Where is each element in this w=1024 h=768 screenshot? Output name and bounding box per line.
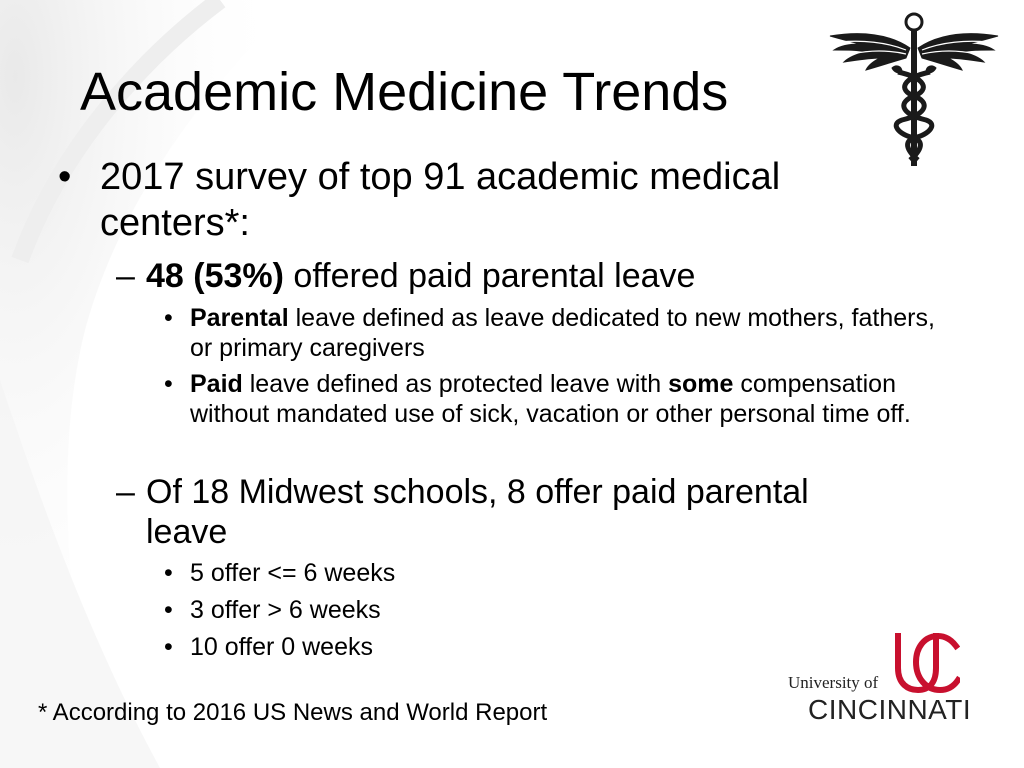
dash-marker: – — [116, 257, 135, 295]
definition-text: Parental leave defined as leave dedicate… — [190, 304, 935, 362]
stat-text: 3 offer > 6 weeks — [190, 596, 381, 624]
stat-gt-6-weeks: • 3 offer > 6 weeks — [164, 595, 944, 625]
bullet-marker: • — [164, 370, 173, 398]
subbullet-text: Of 18 Midwest schools, 8 offer paid pare… — [146, 473, 809, 551]
subbullet-midwest-schools: – Of 18 Midwest schools, 8 offer paid pa… — [116, 472, 886, 552]
footnote: * According to 2016 US News and World Re… — [38, 699, 548, 726]
subbullet-paid-leave-count: – 48 (53%) offered paid parental leave — [116, 256, 886, 296]
bold-count: 48 (53%) — [146, 257, 284, 295]
bullet-survey: • 2017 survey of top 91 academic medical… — [58, 154, 878, 246]
caduceus-icon — [829, 12, 999, 166]
dash-marker: – — [116, 473, 135, 511]
bullet-text: 2017 survey of top 91 academic medical c… — [100, 156, 781, 244]
bullet-marker: • — [164, 633, 173, 661]
stat-text: 5 offer <= 6 weeks — [190, 559, 396, 587]
stat-le-6-weeks: • 5 offer <= 6 weeks — [164, 558, 944, 588]
stat-text: 10 offer 0 weeks — [190, 633, 373, 661]
bullet-marker: • — [164, 596, 173, 624]
slide-title: Academic Medicine Trends — [80, 62, 729, 122]
definition-text: Paid leave defined as protected leave wi… — [190, 370, 911, 428]
subbullet-text: 48 (53%) offered paid parental leave — [146, 257, 696, 295]
logo-university-of: University of — [788, 673, 879, 692]
definition-paid: • Paid leave defined as protected leave … — [164, 369, 944, 429]
logo-cincinnati: CINCINNATI — [808, 694, 972, 725]
bullet-marker: • — [164, 559, 173, 587]
uc-monogram-icon — [895, 632, 960, 694]
stat-0-weeks: • 10 offer 0 weeks — [164, 632, 944, 662]
definition-parental: • Parental leave defined as leave dedica… — [164, 303, 944, 363]
bullet-marker: • — [58, 156, 72, 198]
bullet-marker: • — [164, 304, 173, 332]
